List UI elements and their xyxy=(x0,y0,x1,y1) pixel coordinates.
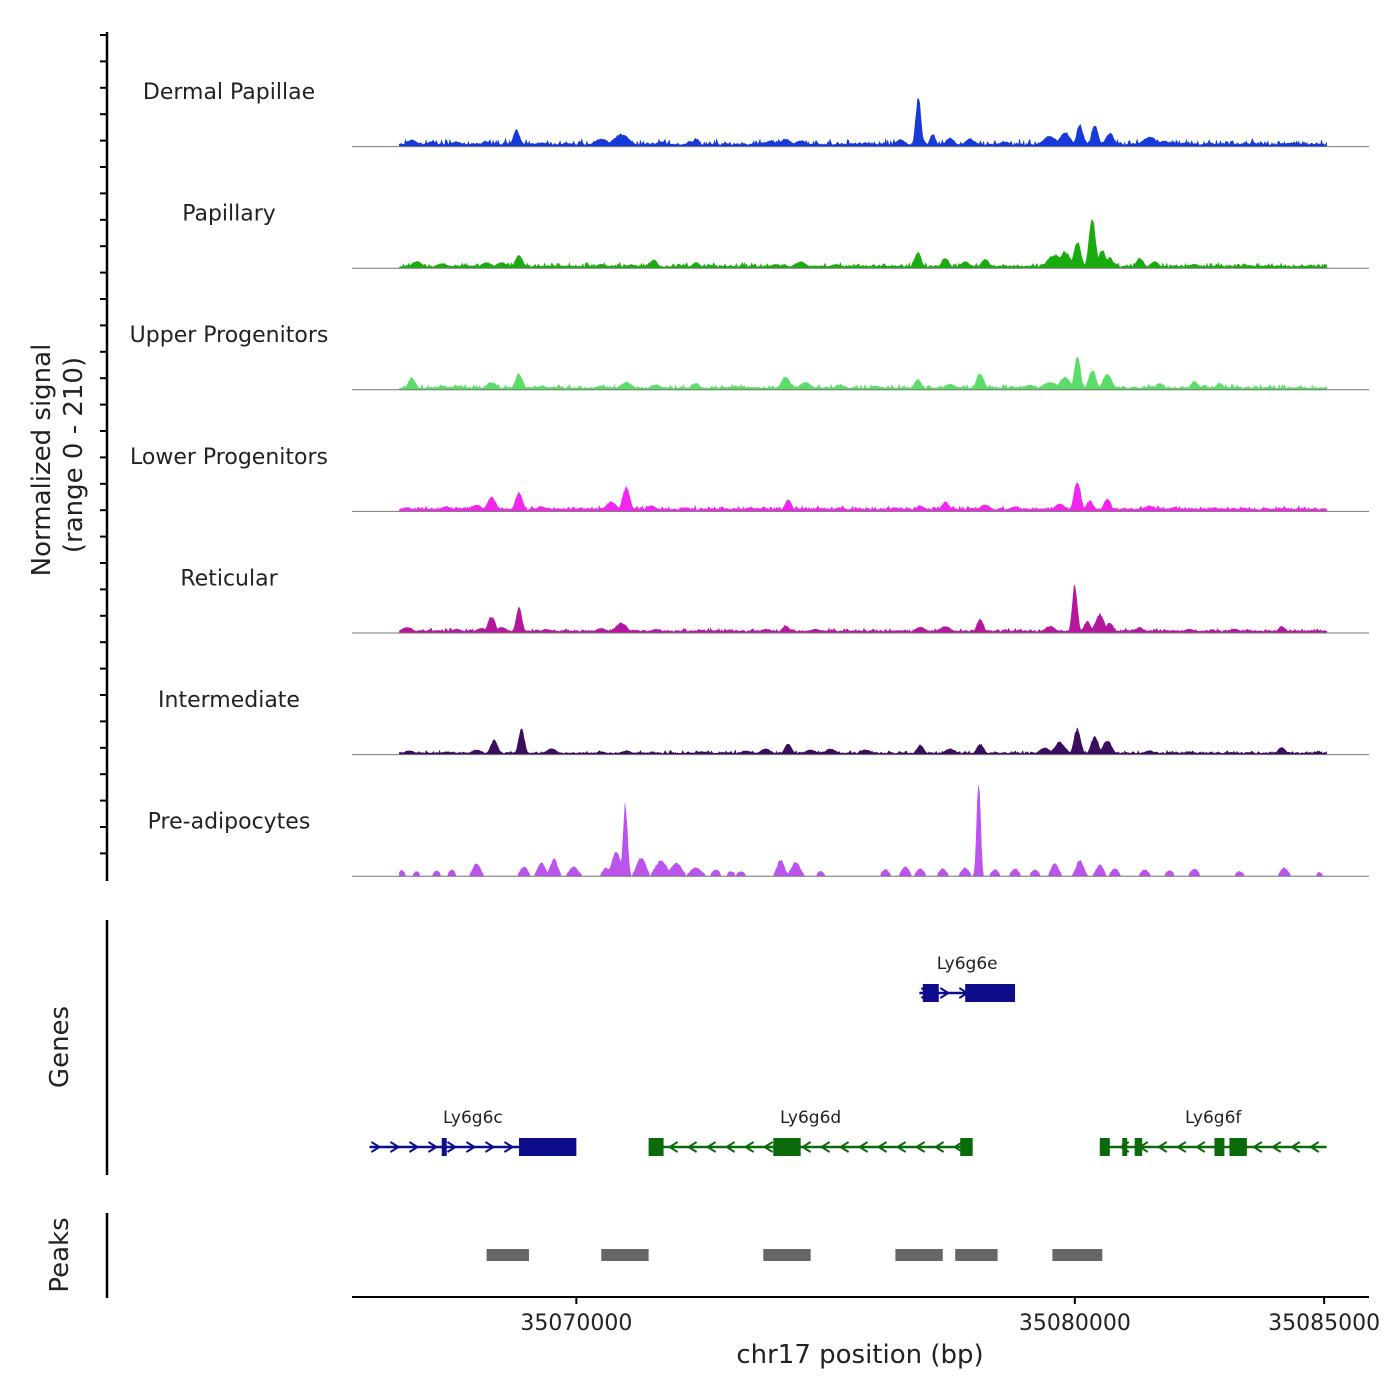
coverage-area xyxy=(399,482,1327,512)
track-label: Pre-adipocytes xyxy=(148,810,311,835)
gene-exon xyxy=(441,1138,447,1156)
gene-exon xyxy=(922,984,939,1002)
gene-exon xyxy=(1099,1138,1110,1156)
track-label: Papillary xyxy=(182,202,276,227)
x-tick-label: 35080000 xyxy=(1019,1311,1131,1336)
x-tick-label: 35085000 xyxy=(1268,1311,1380,1336)
gene-exon xyxy=(773,1138,801,1156)
gene-track: Ly6g6e Ly6g6c Ly6g6d Ly6g6f xyxy=(369,954,1327,1156)
y-axis-label: Normalized signal xyxy=(27,344,57,577)
strand-arrow xyxy=(933,1141,945,1153)
strand-arrow xyxy=(939,987,951,999)
strand-arrow xyxy=(819,1141,831,1153)
track-label: Reticular xyxy=(180,566,278,591)
track-label: Intermediate xyxy=(158,688,300,713)
coverage-area xyxy=(399,356,1327,391)
strand-arrow xyxy=(705,1141,717,1153)
coverage-area xyxy=(399,98,1327,147)
strand-arrow xyxy=(1289,1141,1301,1153)
strand-arrow xyxy=(686,1141,698,1153)
strand-arrow xyxy=(895,1141,907,1153)
strand-arrow xyxy=(857,1141,869,1153)
peak-region xyxy=(486,1249,529,1261)
peak-region xyxy=(955,1249,998,1261)
gene-exon xyxy=(648,1138,664,1156)
strand-arrow xyxy=(446,1141,458,1153)
gene-exon xyxy=(960,1138,973,1156)
strand-arrow xyxy=(1175,1141,1187,1153)
coverage-area xyxy=(399,727,1327,755)
coverage-y-axis xyxy=(100,32,109,881)
x-axis-label: chr17 position (bp) xyxy=(736,1340,983,1370)
track-label: Lower Progenitors xyxy=(130,445,328,470)
coverage-tracks: Dermal Papillae Papillary Upper Progenitor… xyxy=(130,80,1369,877)
strand-arrow xyxy=(667,1141,679,1153)
strand-arrow xyxy=(1251,1141,1263,1153)
strand-arrow xyxy=(503,1141,515,1153)
gene-exon xyxy=(519,1138,577,1156)
strand-arrow xyxy=(484,1141,496,1153)
coverage-area xyxy=(399,219,1327,269)
x-axis-ticks: 35070000 35080000 35085000 xyxy=(520,1297,1380,1336)
track-label: Upper Progenitors xyxy=(130,323,329,348)
strand-arrow xyxy=(427,1141,439,1153)
peak-track xyxy=(486,1249,1103,1261)
coverage-area xyxy=(399,584,1327,634)
gene-label: Ly6g6e xyxy=(937,954,998,974)
gene-label: Ly6g6d xyxy=(780,1108,841,1128)
strand-arrow xyxy=(762,1141,774,1153)
strand-arrow xyxy=(914,1141,926,1153)
strand-arrow xyxy=(389,1141,401,1153)
strand-arrow xyxy=(465,1141,477,1153)
strand-arrow xyxy=(800,1141,812,1153)
gene-exon xyxy=(1134,1138,1143,1156)
strand-arrow xyxy=(838,1141,850,1153)
strand-arrow xyxy=(1156,1141,1168,1153)
strand-arrow xyxy=(1270,1141,1282,1153)
gene-exon xyxy=(1214,1138,1225,1156)
strand-arrow xyxy=(724,1141,736,1153)
y-axis-range-label: (range 0 - 210) xyxy=(59,357,89,553)
strand-arrow xyxy=(408,1141,420,1153)
strand-arrow xyxy=(952,1141,964,1153)
strand-arrow xyxy=(1308,1141,1320,1153)
strand-arrow xyxy=(743,1141,755,1153)
genes-label: Genes xyxy=(45,1006,75,1088)
gene-exon xyxy=(1229,1138,1247,1156)
strand-arrow xyxy=(876,1141,888,1153)
peak-region xyxy=(895,1249,943,1261)
strand-arrow xyxy=(370,1141,382,1153)
gene-label: Ly6g6f xyxy=(1185,1108,1242,1128)
peak-region xyxy=(763,1249,811,1261)
gene-exon xyxy=(965,984,1016,1002)
gene-exon xyxy=(1122,1138,1128,1156)
peak-region xyxy=(1052,1249,1103,1261)
track-label: Dermal Papillae xyxy=(143,80,315,105)
peaks-label: Peaks xyxy=(45,1217,75,1292)
x-tick-label: 35070000 xyxy=(520,1311,632,1336)
strand-arrow xyxy=(1194,1141,1206,1153)
peak-region xyxy=(601,1249,649,1261)
gene-label: Ly6g6c xyxy=(443,1108,503,1128)
